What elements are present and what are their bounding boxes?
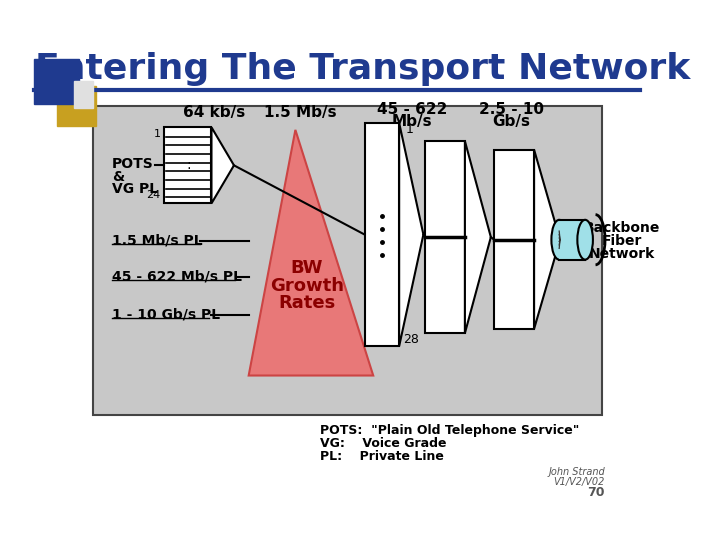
Polygon shape <box>248 130 373 375</box>
Text: 1.5 Mb/s: 1.5 Mb/s <box>264 105 337 120</box>
Text: Mb/s: Mb/s <box>392 114 433 129</box>
Text: :: : <box>186 158 192 172</box>
Bar <box>164 127 212 204</box>
Text: BW: BW <box>290 259 323 277</box>
Bar <box>495 150 534 329</box>
Text: VG:    Voice Grade: VG: Voice Grade <box>320 437 446 450</box>
Text: Gb/s: Gb/s <box>492 114 531 129</box>
Text: Entering The Transport Network: Entering The Transport Network <box>35 52 690 86</box>
Polygon shape <box>534 150 560 329</box>
Text: Growth: Growth <box>269 276 343 294</box>
Bar <box>74 80 93 108</box>
Text: POTS:  "Plain Old Telephone Service": POTS: "Plain Old Telephone Service" <box>320 424 579 437</box>
Text: Backbone: Backbone <box>584 221 660 235</box>
Bar <box>93 106 602 415</box>
Text: Network: Network <box>589 247 655 261</box>
Bar <box>364 123 399 346</box>
Bar <box>425 141 465 333</box>
Bar <box>559 220 585 260</box>
Text: PL:    Private Line: PL: Private Line <box>320 450 444 463</box>
Text: 2.5 - 10: 2.5 - 10 <box>479 102 544 117</box>
Text: 24: 24 <box>146 190 161 200</box>
Text: 64 kb/s: 64 kb/s <box>183 105 246 120</box>
Bar <box>57 86 96 126</box>
Text: 28: 28 <box>403 333 419 346</box>
Text: VG PL: VG PL <box>112 181 158 195</box>
Polygon shape <box>212 127 234 204</box>
Text: POTS: POTS <box>112 158 154 172</box>
Text: 1: 1 <box>153 129 161 139</box>
Text: V1/V2/V02: V1/V2/V02 <box>554 477 605 487</box>
Text: Rates: Rates <box>278 294 336 312</box>
Text: &: & <box>112 170 124 184</box>
Text: 1: 1 <box>405 123 413 137</box>
Bar <box>34 59 79 104</box>
Text: John Strand: John Strand <box>548 468 605 477</box>
Ellipse shape <box>577 220 593 260</box>
Text: 70: 70 <box>588 486 605 499</box>
Polygon shape <box>399 123 423 346</box>
Text: 45 - 622: 45 - 622 <box>377 102 447 117</box>
Text: Fiber: Fiber <box>602 234 642 248</box>
Text: 1.5 Mb/s PL: 1.5 Mb/s PL <box>112 234 202 248</box>
Text: 1 - 10 Gb/s PL: 1 - 10 Gb/s PL <box>112 308 220 322</box>
Polygon shape <box>465 141 491 333</box>
Ellipse shape <box>552 220 567 260</box>
Text: 45 - 622 Mb/s PL: 45 - 622 Mb/s PL <box>112 270 242 284</box>
